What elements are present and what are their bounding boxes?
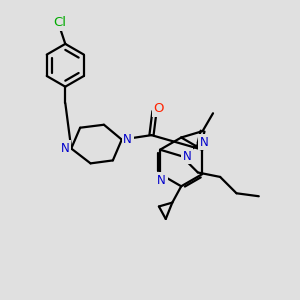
Text: O: O bbox=[154, 102, 164, 115]
Text: N: N bbox=[61, 142, 70, 155]
Text: N: N bbox=[123, 133, 132, 146]
Text: Cl: Cl bbox=[53, 16, 66, 29]
Text: N: N bbox=[200, 136, 208, 148]
Text: N: N bbox=[182, 150, 191, 163]
Text: N: N bbox=[157, 173, 166, 187]
